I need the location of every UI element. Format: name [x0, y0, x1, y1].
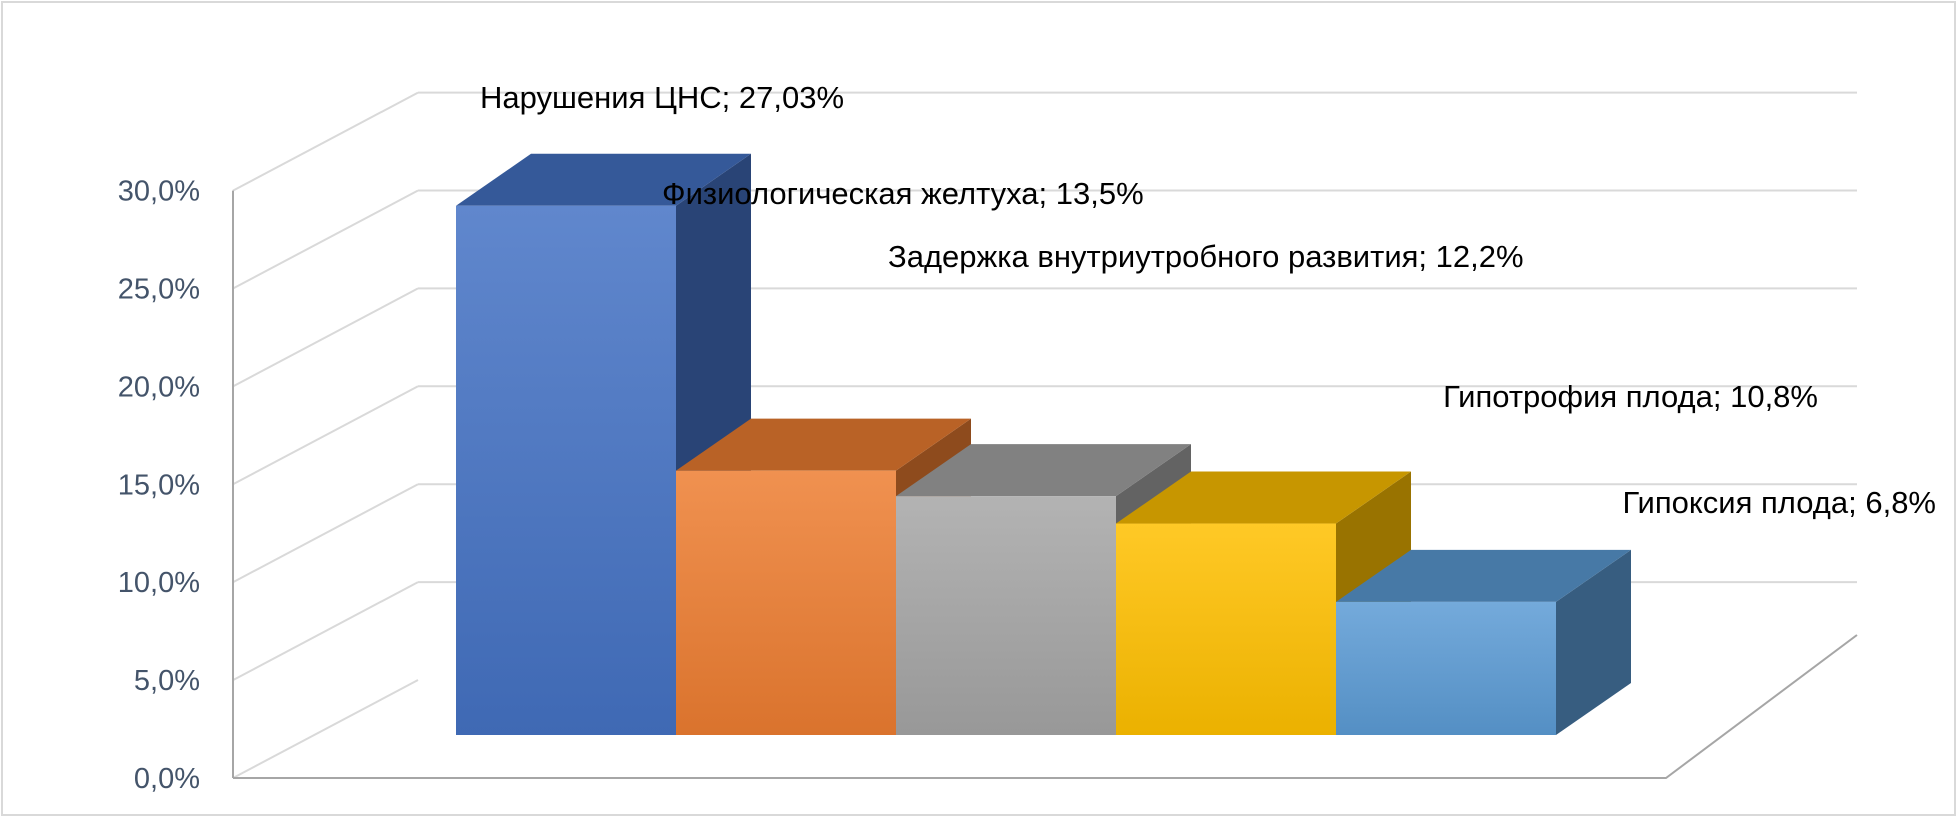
labels-layer: Нарушения ЦНС; 27,03% Физиологическая жел…	[480, 80, 1936, 520]
bar-0	[456, 153, 751, 736]
bar-side-face	[1556, 549, 1631, 735]
side-gridline	[232, 385, 419, 486]
bar-front-face	[1116, 523, 1336, 735]
data-label: Физиологическая желтуха; 13,5%	[662, 176, 1144, 211]
bars-layer	[456, 153, 1631, 736]
data-label: Нарушения ЦНС; 27,03%	[480, 80, 844, 115]
bar-top-face	[1116, 471, 1411, 524]
data-label: Задержка внутриутробного развития; 12,2%	[888, 239, 1524, 274]
bar-front-face	[1336, 601, 1556, 735]
y-tick-label: 20,0%	[118, 371, 200, 403]
bar-top-face	[1336, 549, 1631, 602]
bar-front-face	[456, 205, 676, 736]
bar-front-face	[896, 496, 1116, 735]
y-tick-label: 5,0%	[134, 665, 200, 697]
y-tick-label: 30,0%	[118, 176, 200, 208]
y-tick-label: 25,0%	[118, 274, 200, 306]
side-gridline	[232, 581, 419, 681]
bar-4	[1336, 549, 1631, 735]
bar-top-face	[676, 418, 971, 471]
bar-top-face	[456, 153, 751, 206]
y-tick-label: 0,0%	[134, 763, 200, 795]
bar-front-face	[676, 470, 896, 735]
side-gridline	[232, 679, 419, 779]
side-gridline	[232, 91, 419, 192]
y-tick-label: 10,0%	[118, 567, 200, 599]
side-gridline	[232, 287, 419, 388]
axis-layer: 0,0% 5,0% 10,0% 15,0% 20,0% 25,0% 30,0%	[118, 176, 1858, 795]
bar-top-face	[896, 444, 1191, 497]
data-label: Гипотрофия плода; 10,8%	[1443, 379, 1818, 414]
side-gridline	[232, 483, 419, 584]
data-label: Гипоксия плода; 6,8%	[1622, 485, 1936, 520]
side-gridline	[232, 189, 419, 290]
y-tick-label: 15,0%	[118, 469, 200, 501]
floor-edge	[233, 634, 1858, 779]
